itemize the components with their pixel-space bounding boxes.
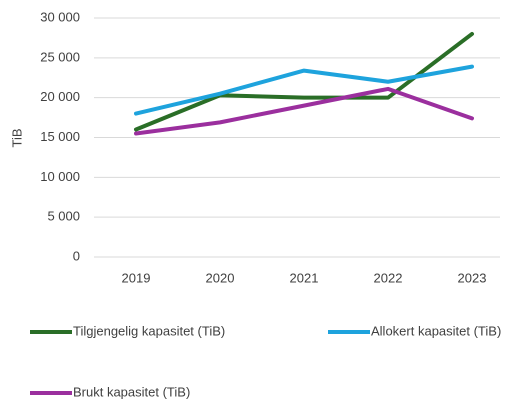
y-tick-label: 10 000 xyxy=(40,169,80,184)
legend-label: Allokert kapasitet (TiB) xyxy=(371,323,501,338)
legend-label: Tilgjengelig kapasitet (TiB) xyxy=(73,323,225,338)
series-line xyxy=(134,86,474,136)
series-line xyxy=(134,31,474,132)
x-tick-label: 2019 xyxy=(122,270,151,285)
y-tick-label: 30 000 xyxy=(40,9,80,24)
y-tick-label: 25 000 xyxy=(40,49,80,64)
y-tick-label: 0 xyxy=(73,248,80,263)
x-tick-label: 2020 xyxy=(206,270,235,285)
y-tick-label: 20 000 xyxy=(40,89,80,104)
legend-label: Brukt kapasitet (TiB) xyxy=(73,384,190,399)
x-tick-label: 2023 xyxy=(458,270,487,285)
x-tick-label: 2022 xyxy=(374,270,403,285)
y-tick-label: 15 000 xyxy=(40,129,80,144)
x-tick-label: 2021 xyxy=(290,270,319,285)
series-line xyxy=(134,64,474,116)
y-axis-label: TiB xyxy=(9,128,24,147)
y-tick-label: 5 000 xyxy=(47,209,80,224)
